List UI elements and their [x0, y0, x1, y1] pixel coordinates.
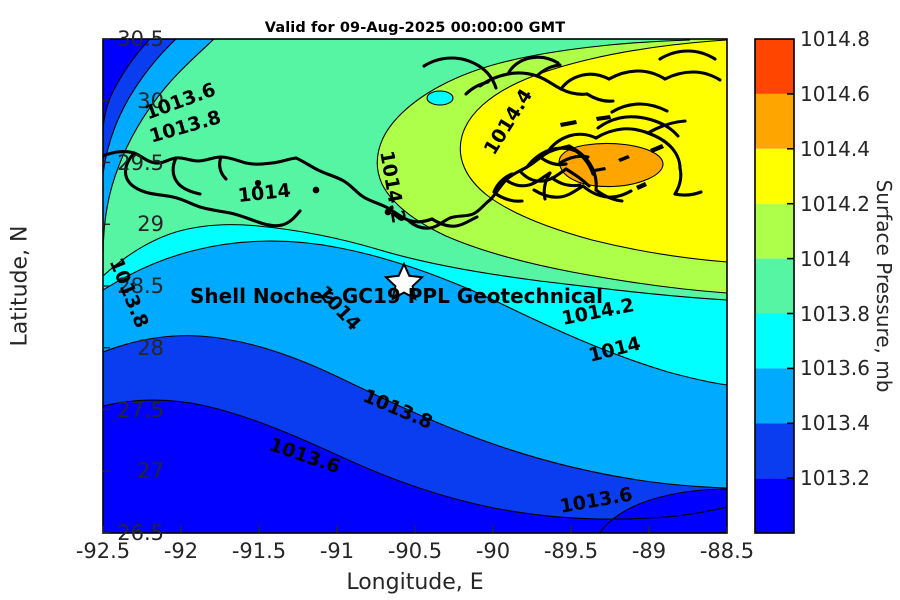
star-marker: [383, 261, 425, 301]
xtick-label-3: -91: [319, 539, 355, 563]
ytick-label-7: 27: [137, 459, 164, 484]
x-axis-title: Longitude, E: [346, 570, 484, 595]
ytick-label-3: 29: [137, 212, 164, 237]
colorbar-tick-8: 1013.2: [800, 466, 870, 491]
xtick-label-5: -90: [475, 539, 511, 563]
ytick-label-2: 29.5: [117, 150, 164, 175]
coastline: [103, 49, 722, 230]
xtick-label-4: -90.5: [387, 539, 443, 563]
colorbar-tick-2: 1014.4: [800, 136, 870, 161]
ytick-label-6: 27.5: [117, 397, 164, 422]
xtick-label-1: -92: [163, 539, 199, 563]
colorbar-title: Surface Pressure, mb: [872, 179, 896, 393]
colorbar-tick-5: 1013.8: [800, 301, 870, 326]
colorbar-tick-4: 1014: [800, 246, 851, 271]
ytick-label-1: 30: [137, 88, 164, 113]
colorbar: [754, 38, 795, 534]
colorbar-tick-3: 1014.2: [800, 191, 870, 216]
y-tick-marks: [103, 38, 110, 534]
y-axis-title: Latitude, N: [7, 225, 33, 347]
site-label: Shell Noches GC19 PPL Geotechnical: [190, 284, 604, 308]
xtick-label-2: -91.5: [231, 539, 287, 563]
colorbar-tick-7: 1013.4: [800, 411, 870, 436]
x-tick-marks: [102, 526, 728, 533]
xtick-label-8: -88.5: [699, 539, 755, 563]
contour-fill-layer: [103, 39, 727, 533]
ytick-label-4: 28.5: [117, 274, 164, 298]
xtick-label-6: -89.5: [543, 539, 599, 563]
colorbar-tick-1: 1014.6: [800, 81, 870, 106]
xtick-label-7: -89: [631, 539, 667, 563]
page-title: Valid for 09-Aug-2025 00:00:00 GMT: [264, 20, 566, 36]
colorbar-tick-6: 1013.6: [800, 356, 870, 381]
ytick-label-5: 28: [137, 335, 164, 360]
xtick-label-0: -92.5: [75, 539, 131, 563]
ytick-label-8: 26.5: [117, 521, 164, 545]
colorbar-tick-0: 1014.8: [800, 27, 870, 51]
ytick-label-0: 30.5: [117, 27, 164, 51]
